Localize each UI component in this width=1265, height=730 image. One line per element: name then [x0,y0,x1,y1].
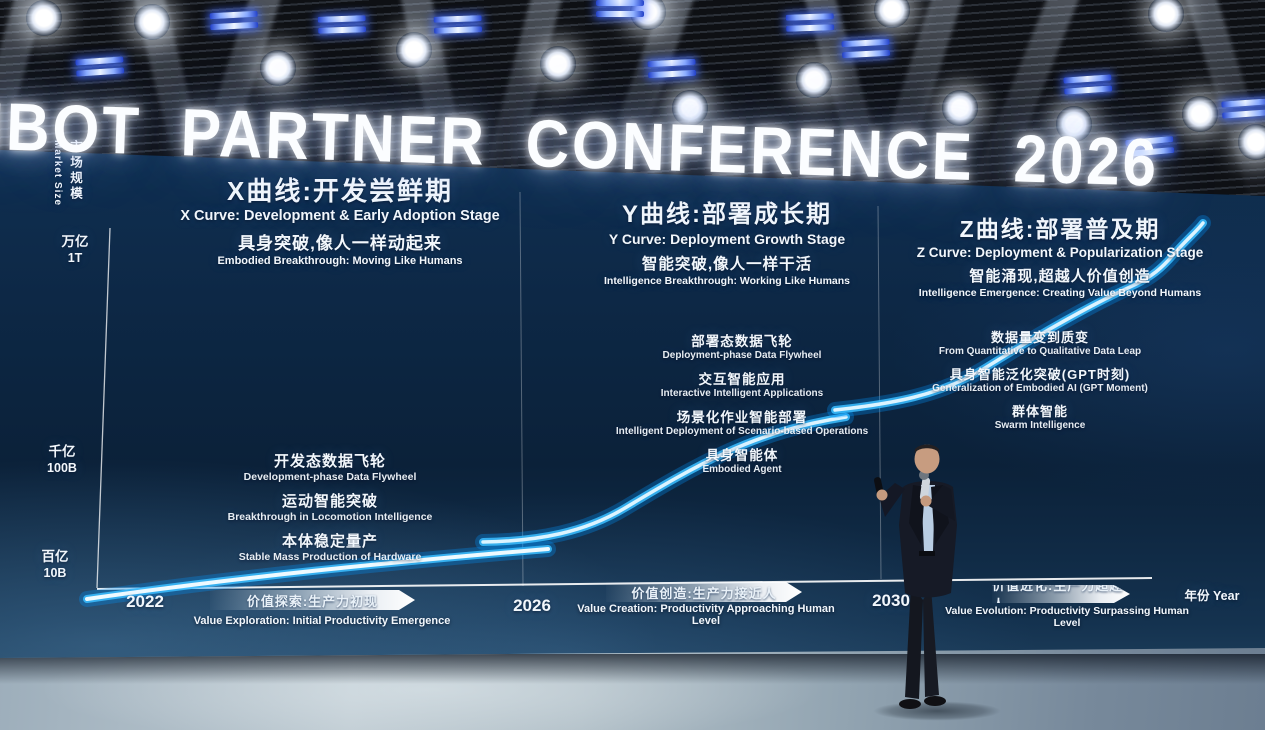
value-banner-y-arrow: 价值创造:生产力接近人 [606,582,802,602]
x-tick-2022: 2022 [126,592,164,611]
y-axis-title: Market Size 市场规模 [52,140,85,206]
milestone-item: 本体稳定量产 Stable Mass Production of Hardwar… [238,533,422,563]
y-axis-title-en: Market Size [52,140,63,207]
stage-heading-z-curve: Z曲线:部署普及期 Z Curve: Deployment & Populari… [916,216,1204,299]
milestone-item: 具身智能泛化突破(GPT时刻) Generalization of Embodi… [932,367,1148,394]
led-bar-light-icon [433,15,483,39]
led-bar-light-icon [1063,74,1113,99]
spotlight-icon [1182,96,1218,132]
presenter-shoe [924,696,946,706]
milestone-item: 交互智能应用 Interactive Intelligent Applicati… [660,372,824,399]
presenter-hand [920,495,932,507]
milestone-item: 数据量变到质变 From Quantitative to Qualitative… [938,330,1142,357]
spotlight-icon [1148,0,1184,32]
milestone-item: 开发态数据飞轮 Development-phase Data Flywheel [243,453,417,483]
led-bar-light-icon [785,13,835,37]
y-tick-1T: 万亿 1T [61,234,89,265]
spotlight-icon [134,4,170,40]
milestone-item: 运动智能突破 Breakthrough in Locomotion Intell… [227,493,433,523]
led-bar-light-icon [841,38,891,63]
value-banner-y-english: Value Creation: Productivity Approaching… [577,603,835,627]
spotlight-icon [874,0,910,28]
x-tick-2030: 2030 [872,591,910,610]
value-banner-x-arrow: 价值探索:生产力初现 [210,590,415,610]
led-bar-light-icon [596,0,644,22]
stage-heading-x-curve: X曲线:开发尝鲜期 X Curve: Development & Early A… [180,176,500,268]
spotlight-icon [1056,106,1092,142]
milestones-z-curve: 数据量变到质变 From Quantitative to Qualitative… [875,327,1205,438]
presenter-shoe [899,699,921,709]
spotlight-icon [396,32,432,68]
spotlight-icon [26,0,62,36]
spotlight-icon [540,46,576,82]
led-bar-light-icon [209,10,259,35]
microphone [919,477,931,501]
presenter-face [914,444,940,474]
led-bar-light-icon [647,58,697,83]
x-tick-2026: 2026 [513,596,551,615]
stage-floor [0,648,1265,730]
y-tick-10B: 百亿 10B [41,549,69,580]
spotlight-icon [796,62,832,98]
y-tick-100B: 千亿 100B [47,444,77,475]
led-bar-light-icon [75,56,125,81]
led-bar-light-icon [317,15,367,39]
spotlight-icon [260,50,296,86]
stage-heading-y-curve: Y曲线:部署成长期 Y Curve: Deployment Growth Sta… [603,201,850,287]
milestones-x-curve: 开发态数据飞轮 Development-phase Data Flywheel … [190,450,470,570]
spotlight-icon [942,90,978,126]
presenter [873,444,957,709]
value-banner-z-english: Value Evolution: Productivity Surpassing… [945,605,1189,629]
presenter-belt [919,551,935,556]
presenter-hair [914,444,940,455]
presenter-arm [927,485,955,521]
spotlight-icon [1238,124,1265,160]
presenter-hand [876,489,888,501]
value-banner-z-arrow: 价值进化:生产力超越人 [992,585,1130,603]
x-axis-title: 年份 Year [1184,589,1240,603]
led-bar-light-icon [1221,98,1265,123]
milestone-item: 部署态数据飞轮 Deployment-phase Data Flywheel [662,334,822,361]
spotlight-icon [672,90,708,126]
value-banner-x-english: Value Exploration: Initial Productivity … [193,615,451,627]
y-axis-title-cn: 市场规模 [68,140,82,202]
stage-ceiling [0,0,1265,202]
screen-floor-shadow [0,654,1265,684]
presenter-leg [905,585,923,699]
presenter-leg [923,587,939,697]
